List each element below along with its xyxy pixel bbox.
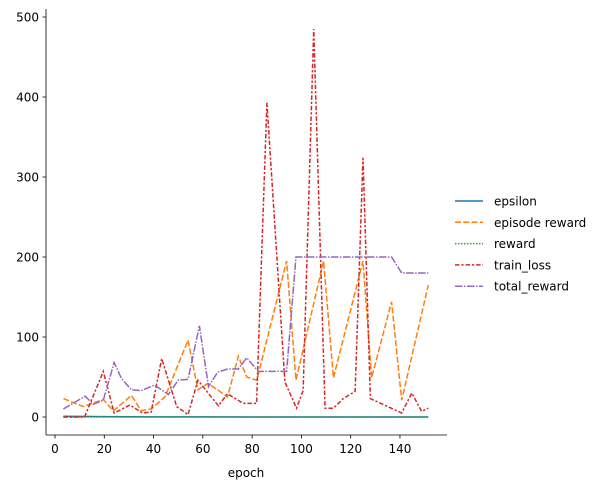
series-line-total-reward (62, 256, 429, 410)
legend-label-train-loss: train_loss (494, 258, 551, 272)
axes (45, 9, 447, 436)
y-tick-label: 500 (16, 11, 39, 25)
series-line-episode-reward (63, 260, 430, 413)
legend-label-total-reward: total_reward (494, 280, 569, 294)
legend-label-episode-reward: episode reward (494, 216, 586, 230)
legend-label-reward: reward (494, 237, 536, 251)
x-tick-label: 80 (244, 442, 259, 456)
x-tick-label: 140 (389, 442, 412, 456)
x-tick-label: 0 (51, 442, 59, 456)
y-tick-label: 100 (16, 331, 39, 345)
x-tick-label: 100 (290, 442, 313, 456)
x-tick-label: 120 (339, 442, 362, 456)
legend: epsilon episode reward reward train_losstot… (455, 195, 586, 294)
y-tick-label: 200 (16, 251, 39, 265)
x-tick-label: 20 (97, 442, 112, 456)
y-tick-label: 300 (16, 171, 39, 185)
x-tick-label: 40 (146, 442, 161, 456)
series-line-train-loss (63, 28, 429, 418)
y-tick-label: 400 (16, 91, 39, 105)
y-tick-label: 0 (31, 411, 39, 425)
legend-label-epsilon: epsilon (494, 195, 537, 209)
x-tick-label: 60 (195, 442, 210, 456)
x-axis-label: epoch (228, 466, 265, 480)
